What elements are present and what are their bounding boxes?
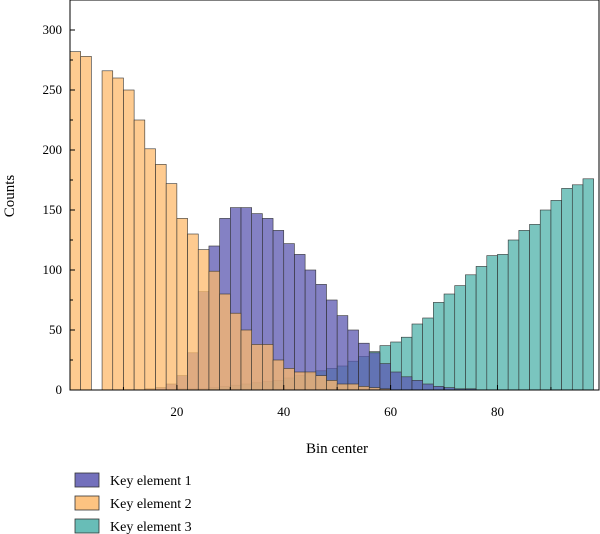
bar [197,249,210,391]
bar [347,329,359,391]
bar [144,148,156,391]
bar [422,317,434,391]
bar [529,224,541,391]
y-axis-ticks: 0 50 100 150 200 250 300 [43,22,75,397]
y-tick-label: 250 [43,82,63,97]
bar [347,383,359,391]
y-tick-label: 300 [43,22,63,37]
bar [208,270,220,391]
bar [283,368,295,391]
bar [272,359,285,391]
legend-label: Key element 3 [110,520,192,534]
bar [304,371,317,391]
bar [80,56,92,391]
x-axis-label: Bin center [306,441,368,457]
legend: Key element 1 Key element 2 Key element 3 [74,472,192,534]
y-axis-label: Counts [2,175,18,218]
bar [326,299,338,391]
bar [443,293,456,391]
bar [262,344,274,391]
bar [69,51,81,391]
bar [336,383,349,391]
bar [486,255,498,391]
bar [283,243,295,391]
bar [539,209,552,391]
histogram-bars [69,51,594,391]
bar [187,233,199,391]
bar [433,302,445,391]
bar [411,380,423,391]
bar [112,77,124,391]
bar [571,184,584,391]
bar [518,230,530,391]
bar [497,254,509,391]
bar [336,315,349,391]
bar [475,266,488,391]
bar [358,386,370,391]
bar [294,371,306,391]
bar [315,284,327,391]
bar [390,371,402,391]
bar [123,89,135,391]
bar [240,329,252,391]
y-tick-label: 150 [43,202,63,217]
bar [582,178,594,391]
plot-frame [69,0,600,391]
legend-label: Key element 2 [110,497,192,512]
bar [422,383,434,391]
bar [155,164,167,391]
bar [230,312,242,391]
y-tick-label: 0 [56,382,63,397]
bar [368,352,381,391]
bar [176,218,188,391]
bar [294,254,306,391]
bar [165,183,178,391]
legend-swatch [74,495,100,511]
bar [358,342,370,391]
x-tick-label: 60 [384,404,397,419]
bar [454,285,466,391]
bar [326,380,338,391]
y-tick-label: 100 [43,262,63,277]
bar [219,293,231,391]
bar [550,200,562,391]
bar [251,344,263,391]
bar [400,376,413,391]
x-tick-label: 20 [170,404,183,419]
x-axis-ticks: 20 40 60 80 [122,385,552,419]
bar [561,188,573,391]
y-tick-label: 200 [43,142,63,157]
legend-swatch [74,472,100,488]
bar [315,375,327,391]
bar [433,386,445,391]
x-tick-label: 40 [277,404,290,419]
bar [507,239,520,391]
bar [379,363,391,391]
y-tick-label: 50 [49,322,62,337]
bar [101,70,114,391]
bar [465,274,477,391]
legend-label: Key element 1 [110,474,192,489]
bar [133,119,146,391]
legend-swatch [74,518,100,534]
x-tick-label: 80 [491,404,504,419]
